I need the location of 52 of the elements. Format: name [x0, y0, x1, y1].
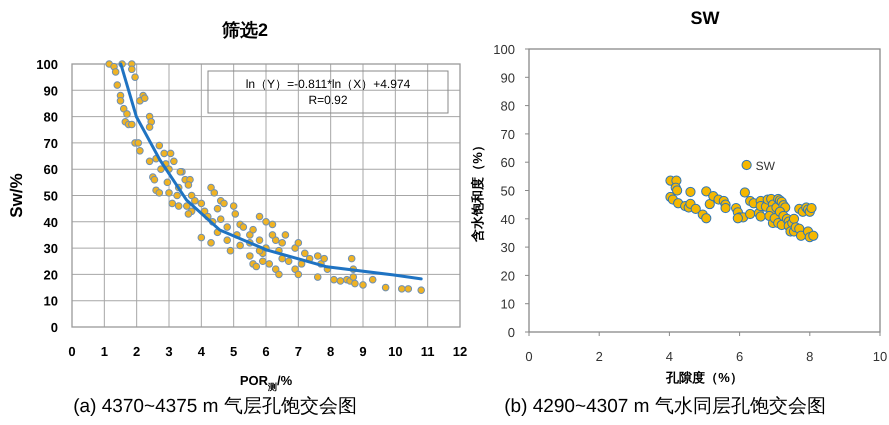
x-tick-label: 6: [262, 344, 270, 359]
y-tick-label: 50: [44, 188, 58, 204]
x-tick-label: 12: [452, 344, 468, 359]
y-tick-label: 0: [508, 325, 515, 340]
y-tick-label: 10: [500, 296, 515, 312]
y-tick-label: 10: [44, 294, 58, 309]
x-tick-label: 4: [198, 344, 206, 359]
y-tick-label: 40: [44, 214, 58, 230]
x-tick-label: 2: [133, 344, 140, 359]
x-tick-label: 1: [100, 344, 108, 359]
text: (a) 4370~4375 m 气层孔饱交会图: [73, 395, 357, 417]
x-axis-title: 孔隙度（%）: [665, 370, 743, 385]
y-tick-label: 0: [50, 320, 58, 335]
y-tick-label: 80: [44, 110, 58, 125]
x-tick-label: 3: [165, 344, 173, 359]
y-tick-label: 20: [44, 267, 58, 282]
annotation: ln（Y）=-0.811*ln（X）+4.974: [246, 77, 411, 91]
y-tick-label: 90: [44, 83, 58, 98]
y-tick-label: 60: [44, 162, 58, 178]
y-axis-title: 含水饱和度（%）: [470, 139, 485, 243]
chart-title: 筛选2: [220, 20, 268, 40]
x-tick-label: 9: [359, 344, 367, 359]
x-tick-label: 8: [806, 349, 814, 364]
x-tick-label: 10: [388, 344, 403, 359]
chart-title: SW: [690, 8, 720, 28]
y-tick-label: 40: [500, 212, 515, 227]
y-tick-label: 70: [500, 126, 515, 142]
x-tick-label: 7: [294, 344, 302, 359]
x-tick-label: 6: [736, 349, 744, 364]
x-tick-label: 0: [525, 349, 533, 364]
y-tick-label: 70: [44, 136, 58, 151]
annotation: R=0.92: [308, 93, 348, 107]
x-tick-label: 8: [327, 344, 334, 359]
text: (b) 4290~4307 m 气水同层孔饱交会图: [504, 395, 826, 417]
x-tick-label: 0: [68, 344, 76, 359]
x-tick-label: 10: [872, 349, 888, 364]
y-tick-label: 50: [500, 184, 515, 198]
y-tick-label: 80: [500, 98, 515, 114]
x-axis-title: POR$_{测}$/%: [240, 373, 293, 392]
y-tick-label: 30: [500, 240, 515, 256]
x-tick-label: 4: [666, 349, 674, 364]
y-tick-label: 100: [493, 42, 515, 57]
y-tick-label: 20: [500, 268, 515, 284]
y-tick-label: 30: [44, 241, 58, 256]
x-tick-label: 11: [420, 344, 435, 359]
x-tick-label: 2: [596, 349, 603, 364]
y-axis-title: Sw/%: [7, 173, 26, 218]
x-tick-label: 5: [230, 344, 238, 359]
legend-label: SW: [756, 159, 776, 174]
y-tick-label: 60: [500, 155, 515, 170]
y-tick-label: 90: [500, 70, 515, 86]
y-tick-label: 100: [36, 57, 58, 72]
